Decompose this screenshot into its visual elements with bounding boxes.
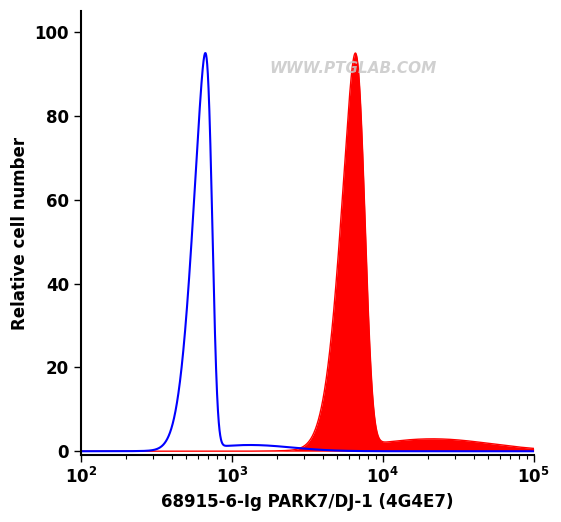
X-axis label: 68915-6-Ig PARK7/DJ-1 (4G4E7): 68915-6-Ig PARK7/DJ-1 (4G4E7): [161, 493, 453, 511]
Text: WWW.PTGLAB.COM: WWW.PTGLAB.COM: [269, 62, 436, 76]
Y-axis label: Relative cell number: Relative cell number: [11, 137, 29, 330]
